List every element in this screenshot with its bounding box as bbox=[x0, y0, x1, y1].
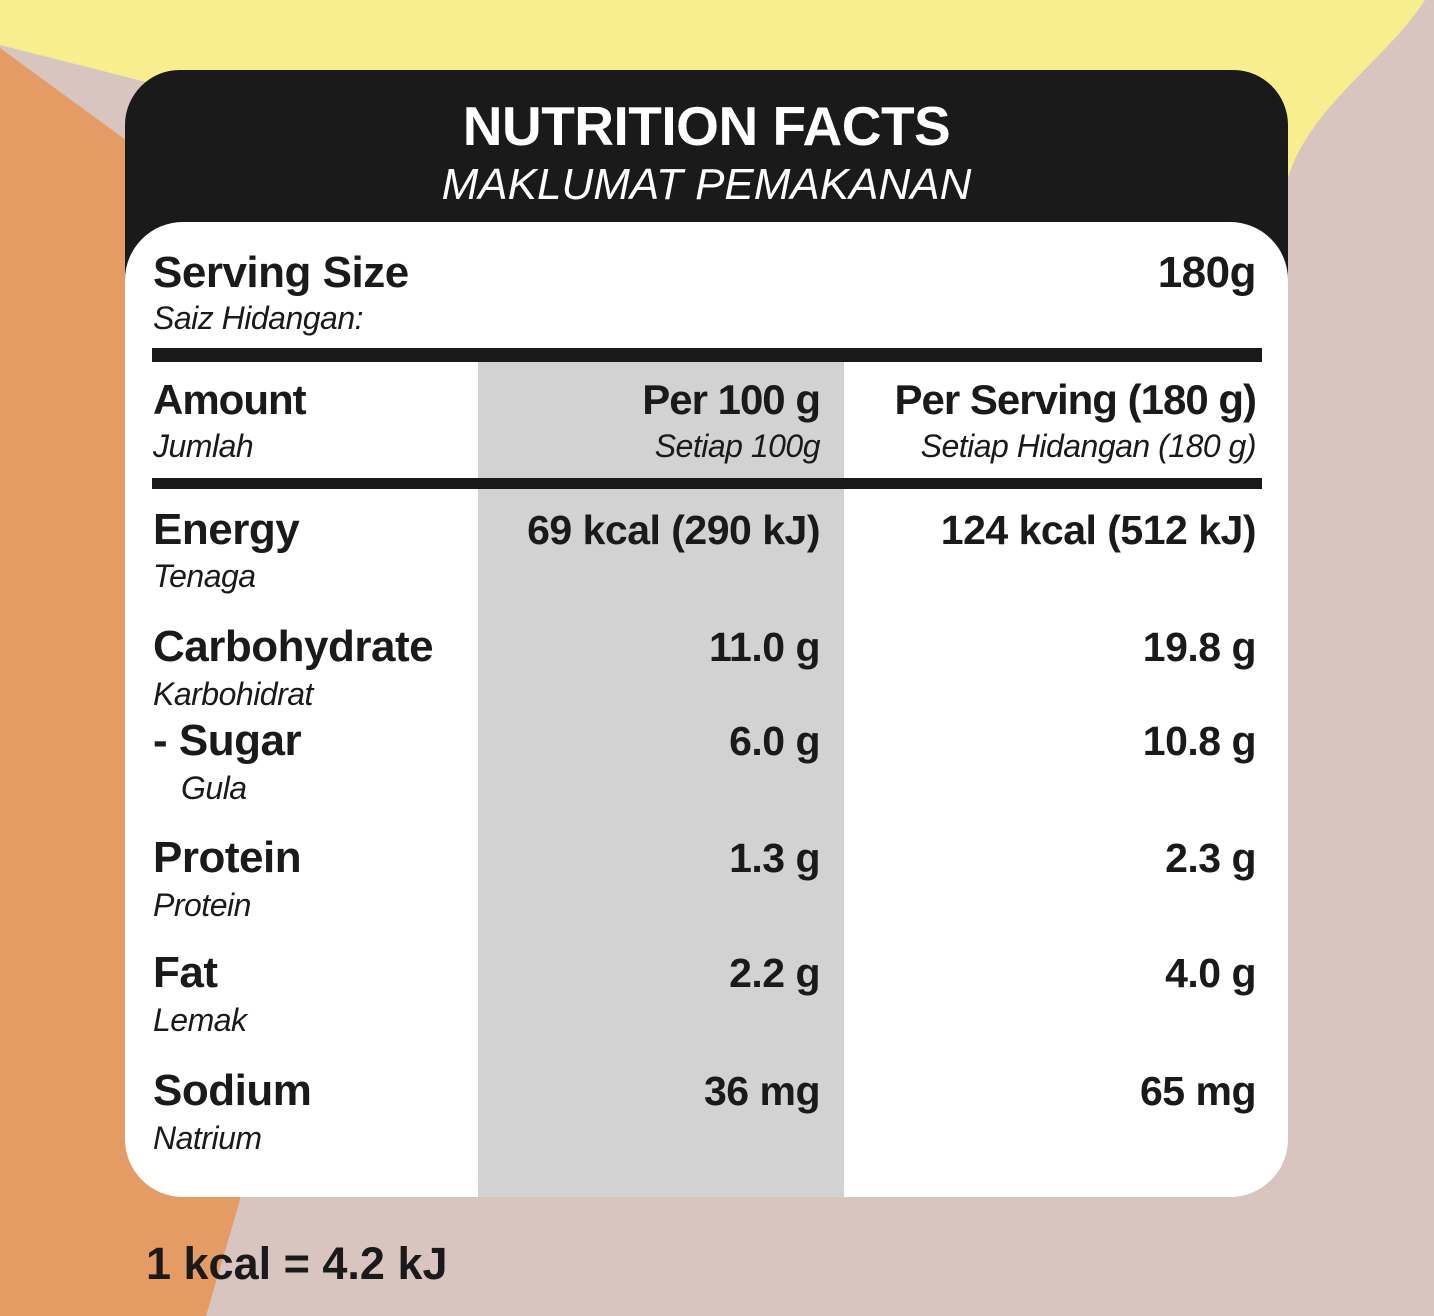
thin-divider bbox=[152, 478, 1262, 489]
nutrient-per100-value: 1.3 g bbox=[729, 835, 820, 881]
nutrient-subname: Tenaga bbox=[153, 558, 256, 594]
nutrient-name: Energy bbox=[153, 505, 300, 554]
per100-column-subheader: Setiap 100g bbox=[654, 428, 821, 464]
nutrient-perserving-value: 124 kcal (512 kJ) bbox=[940, 507, 1257, 553]
nutrient-name: Protein bbox=[153, 833, 302, 882]
nutrient-per100-value: 11.0 g bbox=[709, 624, 820, 670]
nutrient-per100-value: 36 mg bbox=[704, 1068, 821, 1114]
nutrient-name: - Sugar bbox=[153, 716, 302, 765]
nutrient-subname: Natrium bbox=[153, 1120, 262, 1156]
nutrient-perserving-value: 10.8 g bbox=[1142, 718, 1257, 764]
nutrient-subname: Protein bbox=[153, 887, 251, 923]
nutrient-perserving-value: 2.3 g bbox=[1165, 835, 1256, 881]
nutrient-per100-value: 6.0 g bbox=[729, 718, 820, 764]
amount-column-header: Amount bbox=[153, 376, 307, 423]
serving-size-label: Serving Size bbox=[153, 248, 409, 297]
nutrient-name: Fat bbox=[153, 948, 218, 997]
nutrient-subname: Karbohidrat bbox=[153, 676, 313, 712]
per100-gray-column bbox=[478, 362, 844, 1197]
nutrient-per100-value: 69 kcal (290 kJ) bbox=[527, 507, 820, 553]
serving-size-value: 180g bbox=[1157, 248, 1257, 297]
per100-column-header: Per 100 g bbox=[642, 376, 821, 423]
amount-column-subheader: Jumlah bbox=[153, 428, 254, 464]
nutrient-perserving-value: 4.0 g bbox=[1165, 950, 1256, 996]
kcal-conversion-note: 1 kcal = 4.2 kJ bbox=[146, 1238, 448, 1289]
serving-size-sublabel: Saiz Hidangan: bbox=[153, 300, 364, 336]
nutrient-name: Carbohydrate bbox=[153, 622, 434, 671]
perserving-column-header: Per Serving (180 g) bbox=[894, 376, 1257, 423]
nutrient-subname: Lemak bbox=[153, 1002, 247, 1038]
perserving-column-subheader: Setiap Hidangan (180 g) bbox=[920, 428, 1257, 464]
nutrient-name: Sodium bbox=[153, 1066, 312, 1115]
label-subtitle: MAKLUMAT PEMAKANAN bbox=[441, 160, 972, 209]
thick-divider bbox=[152, 348, 1262, 362]
nutrient-perserving-value: 65 mg bbox=[1140, 1068, 1257, 1114]
nutrient-subname: Gula bbox=[181, 770, 247, 806]
nutrient-perserving-value: 19.8 g bbox=[1142, 624, 1257, 670]
label-title: NUTRITION FACTS bbox=[462, 95, 951, 157]
nutrient-per100-value: 2.2 g bbox=[729, 950, 820, 996]
